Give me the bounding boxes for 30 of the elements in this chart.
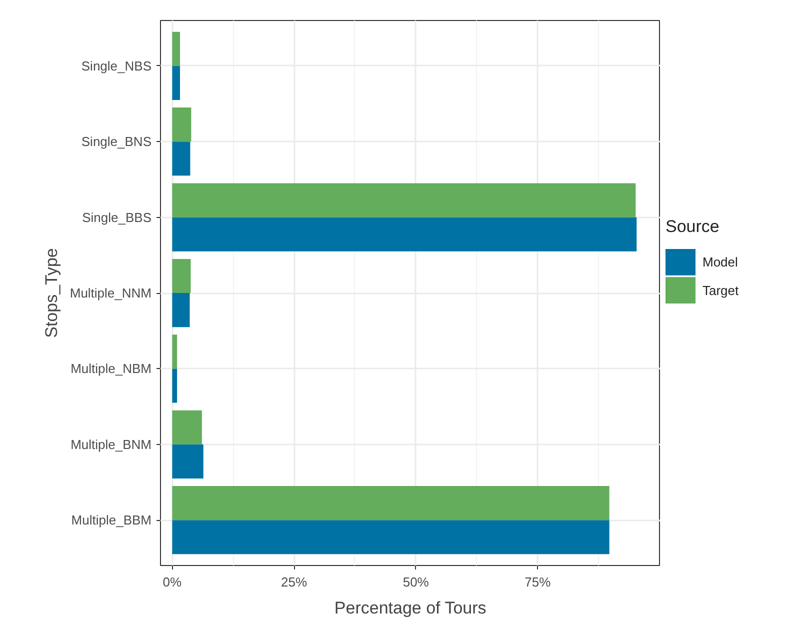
bar: [172, 32, 180, 66]
bar: [172, 108, 192, 142]
x-tick-label: 0%: [162, 574, 182, 590]
bar: [172, 520, 610, 554]
x-tick-label: 25%: [281, 574, 308, 590]
y-tick-label: Multiple_BNM: [70, 436, 152, 452]
y-axis-title: Stops_Type: [42, 248, 61, 338]
bar: [172, 410, 202, 444]
x-tick-label: 75%: [524, 574, 552, 590]
legend-label: Model: [702, 254, 738, 270]
y-tick-label: Multiple_NBM: [70, 361, 152, 376]
bar: [172, 183, 636, 218]
legend-label: Target: [702, 282, 740, 298]
y-tick-label: Multiple_BBM: [71, 512, 152, 528]
bar: [172, 142, 190, 176]
x-axis-title: Percentage of Tours: [334, 598, 486, 618]
bar: [172, 334, 178, 369]
y-tick-label: Single_BBS: [82, 210, 152, 225]
bar: [172, 486, 610, 520]
y-tick-label: Single_BNS: [81, 134, 152, 150]
bar: [172, 217, 637, 252]
bar: [172, 444, 204, 478]
y-tick-label: Multiple_NNM: [70, 286, 152, 300]
bar: [172, 258, 191, 293]
bar: [172, 368, 178, 403]
x-tick-label: 50%: [402, 574, 430, 590]
y-tick-label: Single_NBS: [81, 58, 152, 74]
bar: [172, 66, 180, 100]
legend-title: Source: [666, 216, 720, 236]
bar: [172, 293, 190, 328]
